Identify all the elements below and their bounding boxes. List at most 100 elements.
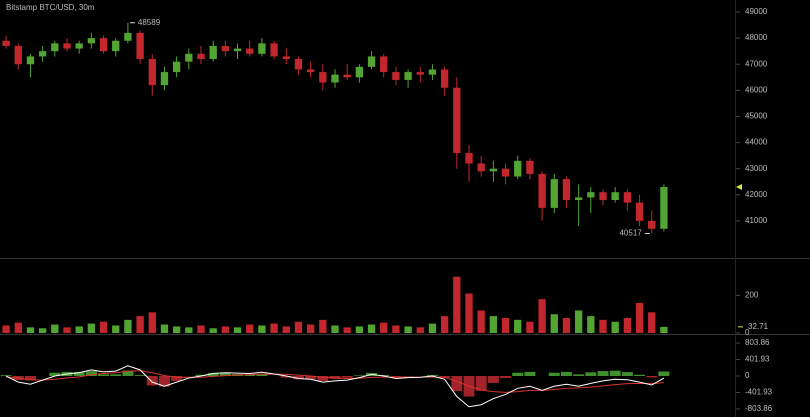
volume-bar <box>453 276 461 333</box>
volume-bar <box>112 325 120 333</box>
candle-body <box>550 179 558 208</box>
candle-body <box>221 45 230 52</box>
volume-bar <box>587 316 595 333</box>
y-tick-label: 47000 <box>745 59 768 68</box>
histogram-bar <box>110 374 122 376</box>
candle-body <box>343 74 351 78</box>
volume-bar <box>428 323 437 333</box>
candle-body <box>233 48 242 52</box>
candle-body <box>660 186 668 229</box>
histogram-bar <box>548 372 560 376</box>
histogram-bar <box>475 376 487 391</box>
histogram-bar <box>646 376 658 378</box>
candle-body <box>599 192 607 201</box>
histogram-bar <box>195 374 207 376</box>
y-tick-label: 48000 <box>745 33 768 42</box>
y-tick-label: -401.93 <box>745 388 773 397</box>
volume-bar <box>160 324 169 333</box>
histogram-bar <box>317 376 329 381</box>
y-tick-label: 42000 <box>745 190 768 199</box>
candle-body <box>282 56 290 60</box>
candle-body <box>355 66 364 78</box>
candle-body <box>623 192 632 203</box>
volume-bar <box>270 323 278 333</box>
volume-bar <box>477 310 485 333</box>
volume-bar <box>562 317 571 333</box>
candle-body <box>148 59 156 86</box>
histogram-bar <box>597 371 609 376</box>
candle-body <box>635 202 644 221</box>
y-tick-label: 43000 <box>745 164 768 173</box>
histogram-bar <box>305 376 317 380</box>
volume-bar <box>538 299 546 333</box>
candle-body <box>75 43 83 49</box>
histogram-bar <box>609 370 621 376</box>
y-tick-label: 401.93 <box>745 355 770 364</box>
candle-body <box>124 32 132 41</box>
volume-bar <box>416 327 424 333</box>
candle-body <box>172 61 181 73</box>
histogram-bar <box>451 376 463 392</box>
candle-body <box>587 192 595 198</box>
histogram-bar <box>122 370 134 376</box>
volume-bar <box>306 324 315 333</box>
volume-bar <box>63 327 71 333</box>
y-tick-label: 0 <box>745 328 750 337</box>
candle-body <box>477 163 485 172</box>
candle-body <box>14 45 22 65</box>
candle-body <box>648 220 656 229</box>
candle-body <box>185 53 193 62</box>
volume-bar <box>380 322 388 333</box>
histogram-bar <box>329 376 341 379</box>
histogram-bar <box>73 371 85 376</box>
price-marker <box>736 183 742 190</box>
histogram-bar <box>585 372 597 376</box>
signal-line <box>6 370 664 393</box>
y-tick-label: 46000 <box>745 85 768 94</box>
y-tick-label: -803.86 <box>745 404 773 413</box>
y-tick-label: 803.86 <box>745 338 770 347</box>
volume-bar <box>197 325 205 333</box>
histogram-bar <box>500 376 512 379</box>
candle-body <box>112 40 120 52</box>
histogram-bar <box>85 371 97 376</box>
volume-bar <box>660 326 668 333</box>
histogram-bar <box>487 376 499 383</box>
volume-bar <box>124 319 132 333</box>
histogram-bar <box>341 376 353 378</box>
candle-body <box>574 197 583 201</box>
histogram-bar <box>658 371 670 376</box>
candle-body <box>611 192 619 201</box>
last-value-label: 32.71 <box>748 322 769 331</box>
volume-bar <box>440 316 449 333</box>
volume-bar <box>501 317 510 333</box>
candle-body <box>562 179 571 201</box>
histogram-bar <box>98 374 110 376</box>
histogram-bar <box>134 375 146 376</box>
candle-body <box>197 53 205 60</box>
volume-bar <box>611 321 619 333</box>
candle-body <box>246 48 254 54</box>
volume-bar <box>623 317 632 333</box>
volume-bar <box>550 314 558 333</box>
low-annotation: 40517 <box>619 229 642 238</box>
candle-body <box>501 168 510 177</box>
candle-body <box>306 69 315 73</box>
volume-bar <box>331 325 339 333</box>
volume-bar <box>319 319 327 333</box>
candle-body <box>51 43 59 52</box>
candle-body <box>428 69 437 75</box>
volume-bar <box>574 310 583 333</box>
histogram-bar <box>512 372 524 376</box>
volume-bar <box>2 325 10 333</box>
histogram-bar <box>256 374 268 376</box>
candle-body <box>367 56 376 67</box>
volume-bar <box>465 293 473 333</box>
candle-body <box>392 72 400 80</box>
volume-bar <box>233 327 242 333</box>
volume-bar <box>221 326 230 333</box>
histogram-bar <box>634 374 646 376</box>
volume-bar <box>185 327 193 333</box>
macd-line <box>5 365 665 408</box>
